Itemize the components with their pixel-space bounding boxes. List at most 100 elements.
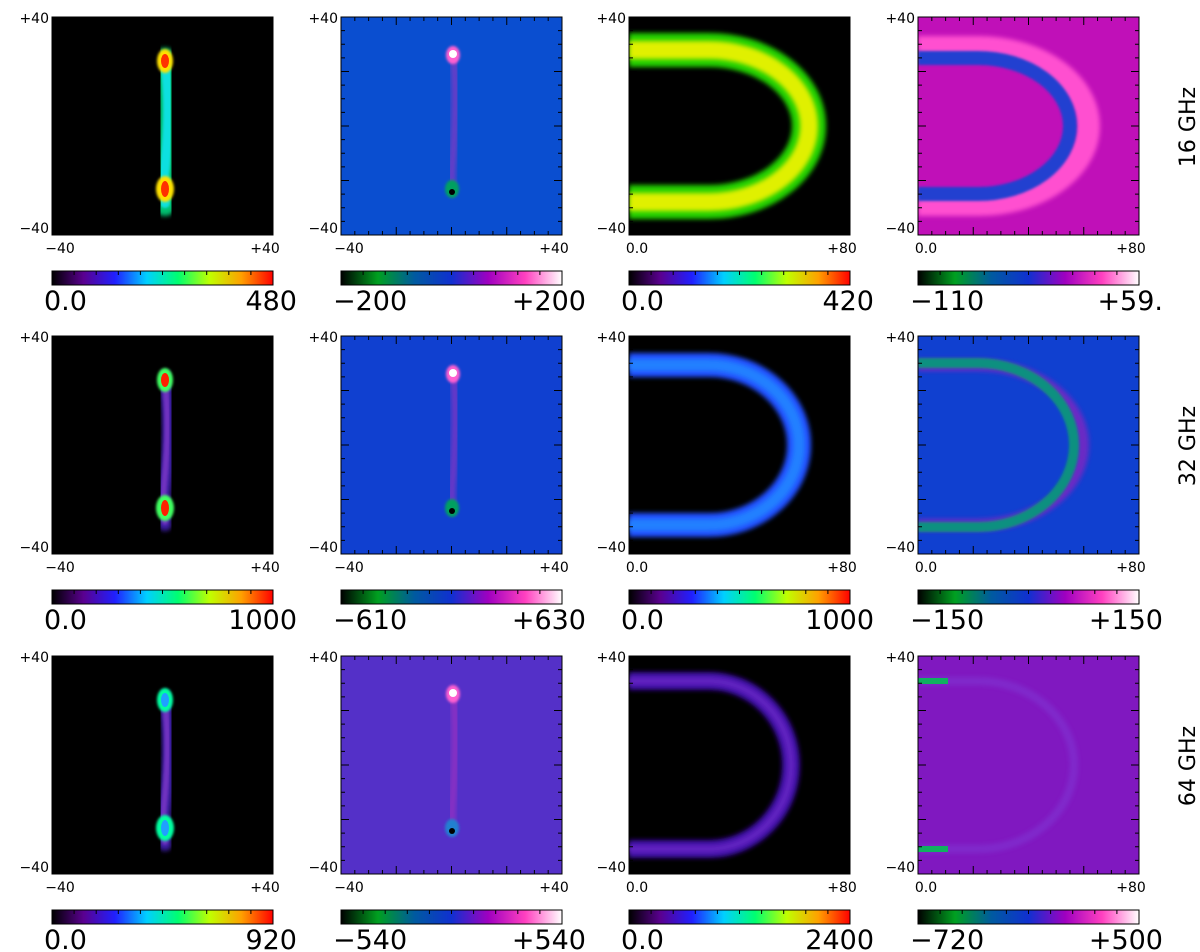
panel-r2-c2 [340,335,563,555]
panel-r3-c2 [340,655,563,875]
colorbar-max-label: 2400 [805,925,874,952]
row-frequency-label: 16 GHz [1176,87,1200,167]
colorbar-max-label: 420 [822,286,874,317]
colorbar-min-label: 0.0 [44,605,87,636]
y-tick-label-bottom: −40 [19,860,49,876]
neg-footpoint-core [449,189,455,195]
plot-content [629,33,826,219]
row-frequency-label: 32 GHz [1176,406,1200,486]
y-tick-label-top: +40 [885,11,915,27]
colorbar-max-label: +200 [512,286,586,317]
y-tick-label-bottom: −40 [19,221,49,237]
footpoint-north-core [161,693,169,707]
colorbar-min-label: −110 [910,286,984,317]
colorbar-max-label: +540 [512,925,586,952]
x-tick-label-left: −40 [45,560,75,576]
y-tick-label-top: +40 [596,330,626,346]
colorbar-min-label: 0.0 [44,286,87,317]
x-tick-label-left: −40 [334,241,364,257]
x-tick-label-right: +40 [250,241,280,257]
y-tick-label-top: +40 [596,11,626,27]
arc-v-inner [918,358,1079,532]
x-tick-label-left: −40 [334,560,364,576]
plot-content [918,677,1078,853]
x-tick-label-left: −40 [45,880,75,896]
pos-footpoint-core [449,689,457,697]
panel-r1-c2 [340,16,563,236]
colorbar-min-label: −540 [333,925,407,952]
footpoint-south-core [161,820,169,836]
colorbar-max-label: +500 [1089,925,1163,952]
colorbar-max-label: 1000 [805,605,874,636]
pos-footpoint-core [449,50,457,58]
panel-r1-c1 [51,16,274,236]
arc-v-outer [918,36,1100,216]
colorbar-min-label: 0.0 [621,925,664,952]
plot-background [918,656,1139,874]
arc-mid [629,359,805,531]
y-tick-label-bottom: −40 [596,221,626,237]
y-tick-label-top: +40 [19,11,49,27]
x-tick-label-right: +80 [827,560,857,576]
colorbar-max-label: +630 [512,605,586,636]
plot-content [445,365,460,517]
x-tick-label-right: +40 [250,560,280,576]
colorbar-min-label: 0.0 [621,605,664,636]
panel-r3-c4 [917,655,1140,875]
colorbar-min-label: −610 [333,605,407,636]
x-tick-label-left: 0.0 [626,560,648,576]
arc-mid [629,676,796,854]
pos-footpoint-core [449,369,457,377]
panel-r1-c3 [628,16,851,236]
footpoint-north-core [161,54,169,68]
x-tick-label-left: 0.0 [626,241,648,257]
y-tick-label-bottom: −40 [308,540,338,556]
panel-r3-c3 [628,655,851,875]
row-frequency-label: 64 GHz [1176,726,1200,806]
plot-content [445,46,460,198]
y-tick-label-bottom: −40 [596,540,626,556]
footpoint-south-core [161,500,169,516]
y-tick-label-top: +40 [19,650,49,666]
colorbar-max-label: +150 [1089,605,1163,636]
arc-v-inner [918,51,1077,201]
y-tick-label-top: +40 [308,650,338,666]
filament-stokes-v [447,371,460,515]
x-tick-label-right: +80 [827,880,857,896]
y-tick-label-top: +40 [596,650,626,666]
x-tick-label-right: +40 [539,241,569,257]
filament-stokes-v [447,691,460,835]
y-tick-label-bottom: −40 [308,860,338,876]
panel-r1-c4 [917,16,1140,236]
colorbar-min-label: 0.0 [44,925,87,952]
colorbar-max-label: 1000 [228,605,297,636]
neg-footpoint-core [449,508,455,514]
y-tick-label-bottom: −40 [885,221,915,237]
panel-r2-c1 [51,335,274,555]
footpoint-north-core [161,373,169,387]
arc-mid [629,41,818,211]
x-tick-label-right: +40 [539,880,569,896]
panel-r2-c3 [628,335,851,555]
y-tick-label-bottom: −40 [19,540,49,556]
colorbar-min-label: −720 [910,925,984,952]
x-tick-label-right: +40 [539,560,569,576]
plot-content [629,672,800,858]
x-tick-label-right: +80 [827,241,857,257]
x-tick-label-right: +80 [1116,880,1146,896]
plot-content [629,353,811,537]
panel-r3-c1 [51,655,274,875]
colorbar-min-label: 0.0 [621,286,664,317]
x-tick-label-left: 0.0 [626,880,648,896]
plot-content [445,685,460,837]
x-tick-label-left: −40 [334,880,364,896]
plot-content [918,358,1089,532]
plot-content [156,368,176,531]
colorbar-max-label: 480 [245,286,297,317]
colorbar-min-label: −200 [333,286,407,317]
x-tick-label-right: +80 [1116,241,1146,257]
plot-content [918,36,1100,216]
x-tick-label-right: +40 [250,880,280,896]
panel-r2-c4 [917,335,1140,555]
